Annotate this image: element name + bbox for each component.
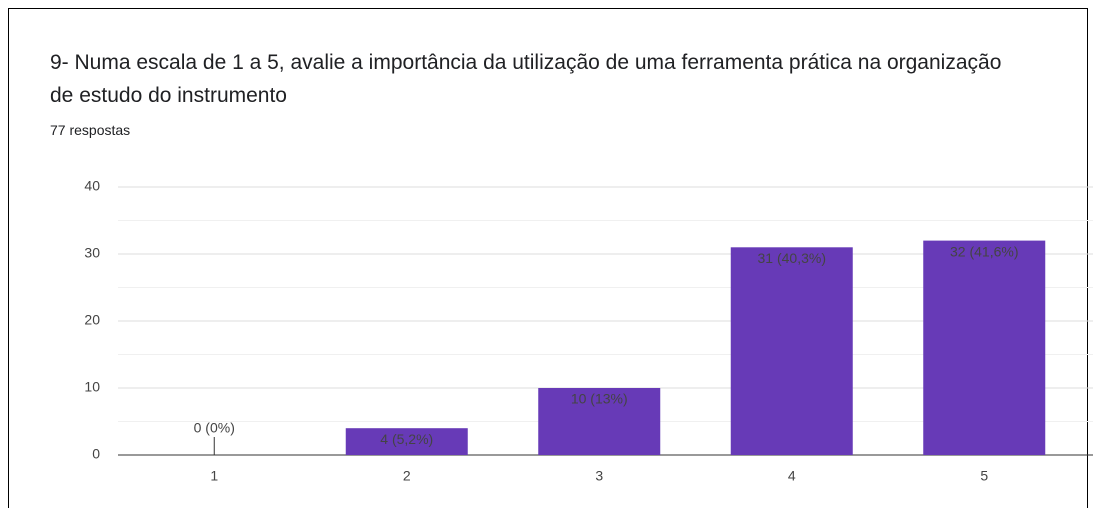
value-label: 32 (41,6%) (950, 243, 1018, 259)
chart-subtitle: 77 respostas (50, 122, 131, 138)
bar (730, 247, 853, 455)
y-tick-label: 40 (84, 178, 100, 194)
y-tick-label: 30 (84, 245, 100, 261)
value-label: 0 (0%) (194, 420, 235, 436)
y-tick-label: 10 (84, 379, 100, 395)
bar (538, 388, 661, 455)
value-label: 31 (40,3%) (758, 250, 826, 266)
value-label: 4 (5,2%) (380, 431, 433, 447)
x-tick-label: 5 (980, 468, 988, 484)
x-tick-label: 2 (403, 468, 411, 484)
frame (8, 8, 1088, 508)
chart-title: 9- Numa escala de 1 a 5, avalie a import… (50, 51, 1002, 107)
bar (345, 428, 468, 455)
value-label: 10 (13%) (571, 391, 628, 407)
x-tick-label: 3 (595, 468, 603, 484)
y-tick-label: 20 (84, 312, 100, 328)
y-tick-label: 0 (92, 446, 100, 462)
x-tick-label: 4 (788, 468, 796, 484)
chart: 0 10 20 30 40 1 0 (0%) 2 4 (5,2%) 3 10 (13%) 4 31 (4… (84, 178, 1093, 484)
bar (923, 240, 1046, 455)
x-tick-label: 1 (210, 468, 218, 484)
